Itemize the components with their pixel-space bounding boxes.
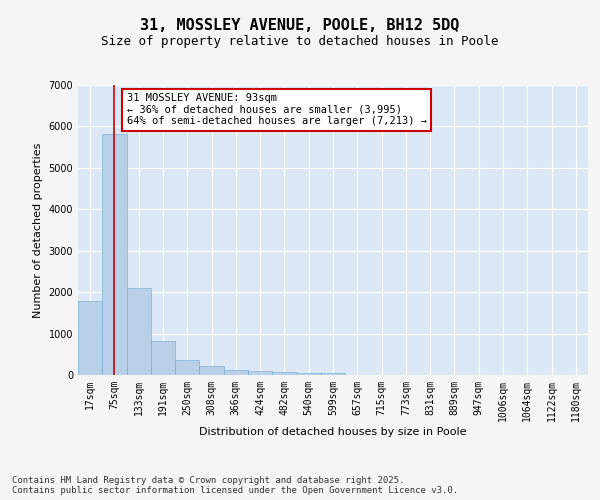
Bar	[151, 341, 175, 375]
Text: 31 MOSSLEY AVENUE: 93sqm
← 36% of detached houses are smaller (3,995)
64% of sem: 31 MOSSLEY AVENUE: 93sqm ← 36% of detach…	[127, 94, 427, 126]
Text: Contains HM Land Registry data © Crown copyright and database right 2025.
Contai: Contains HM Land Registry data © Crown c…	[12, 476, 458, 495]
Y-axis label: Number of detached properties: Number of detached properties	[33, 142, 43, 318]
Bar	[199, 366, 224, 375]
Text: 31, MOSSLEY AVENUE, POOLE, BH12 5DQ: 31, MOSSLEY AVENUE, POOLE, BH12 5DQ	[140, 18, 460, 32]
Bar	[248, 371, 272, 375]
Bar	[321, 374, 345, 375]
Text: Size of property relative to detached houses in Poole: Size of property relative to detached ho…	[101, 35, 499, 48]
Bar	[127, 288, 151, 375]
Bar	[78, 302, 102, 375]
Bar	[175, 360, 199, 375]
Bar	[224, 370, 248, 375]
Bar	[102, 134, 127, 375]
Bar	[296, 372, 321, 375]
X-axis label: Distribution of detached houses by size in Poole: Distribution of detached houses by size …	[199, 426, 467, 436]
Bar	[272, 372, 296, 375]
